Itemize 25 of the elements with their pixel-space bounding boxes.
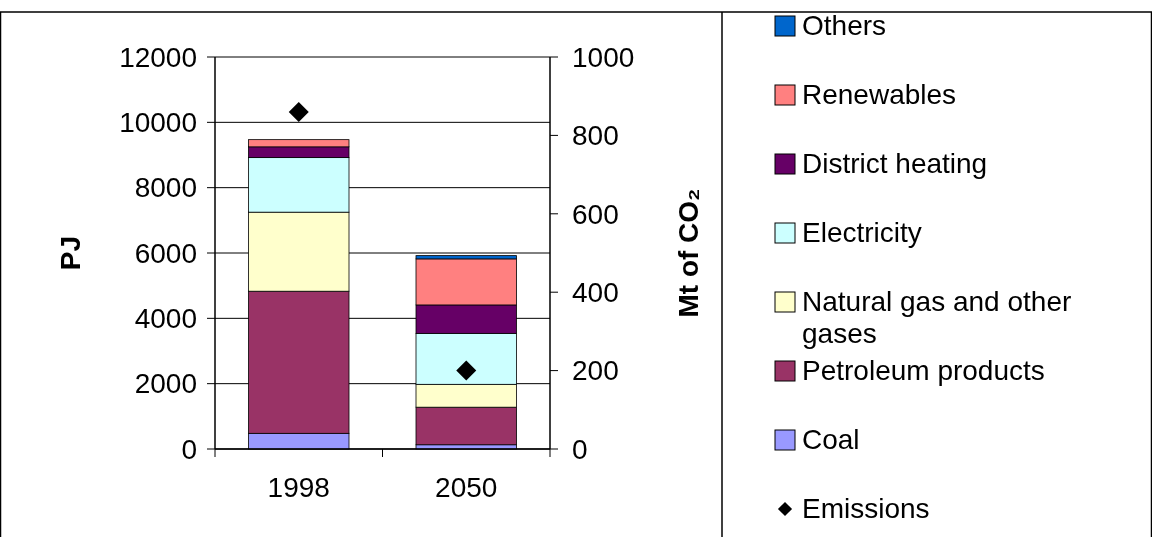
y-tick-label: 0	[181, 433, 197, 465]
legend-label: Emissions	[802, 493, 930, 524]
y2-tick-label: 800	[572, 120, 619, 152]
y2-tick-label: 0	[572, 433, 588, 465]
y-axis-title: PJ	[55, 235, 86, 271]
legend-label: Coal	[802, 424, 860, 455]
y-tick-label: 8000	[134, 172, 197, 204]
y2-axis-title: Mt of CO₂	[673, 188, 704, 318]
x-tick-label: 2050	[435, 472, 498, 503]
y2-tick-label: 200	[572, 355, 619, 387]
y2-tick-label: 600	[572, 198, 619, 230]
y2-tick-label: 400	[572, 277, 619, 308]
y-tick-label: 4000	[134, 303, 197, 335]
legend-label: Natural gas and other gases	[802, 286, 1072, 349]
legend-label: Others	[802, 10, 887, 41]
y-tick-label: 12000	[119, 41, 197, 73]
legend-label: Electricity	[802, 217, 922, 248]
legend-label: Renewables	[802, 79, 957, 110]
legend-label: Petroleum products	[802, 355, 1045, 386]
y2-tick-label: 1000	[572, 41, 635, 73]
y-tick-label: 10000	[119, 107, 197, 139]
y-tick-label: 2000	[134, 368, 197, 400]
y-tick-label: 6000	[134, 237, 197, 269]
legend-label: District heating	[802, 148, 988, 179]
x-tick-label: 1998	[267, 472, 330, 503]
